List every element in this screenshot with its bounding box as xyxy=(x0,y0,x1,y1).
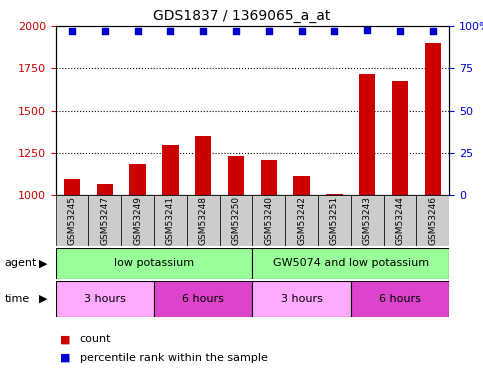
Text: GSM53242: GSM53242 xyxy=(297,196,306,245)
Text: ■: ■ xyxy=(60,353,71,363)
Point xyxy=(429,28,437,34)
Bar xyxy=(252,248,449,279)
Point xyxy=(363,27,371,33)
Point xyxy=(199,28,207,34)
Bar xyxy=(392,81,408,195)
Bar xyxy=(326,194,342,195)
Text: percentile rank within the sample: percentile rank within the sample xyxy=(80,353,268,363)
Text: GSM53245: GSM53245 xyxy=(68,196,76,245)
Bar xyxy=(252,195,285,246)
Text: 3 hours: 3 hours xyxy=(281,294,323,304)
Text: GSM53240: GSM53240 xyxy=(264,196,273,245)
Point xyxy=(134,28,142,34)
Point xyxy=(265,28,272,34)
Point xyxy=(101,28,109,34)
Bar xyxy=(154,195,187,246)
Text: ■: ■ xyxy=(60,334,71,344)
Bar xyxy=(425,43,441,195)
Text: GSM53251: GSM53251 xyxy=(330,196,339,245)
Point xyxy=(68,28,76,34)
Text: GSM53247: GSM53247 xyxy=(100,196,109,245)
Text: count: count xyxy=(80,334,111,344)
Bar xyxy=(351,195,384,246)
Point xyxy=(396,28,404,34)
Bar xyxy=(56,248,252,279)
Text: 3 hours: 3 hours xyxy=(84,294,126,304)
Text: low potassium: low potassium xyxy=(114,258,194,268)
Bar xyxy=(351,281,449,317)
Text: GSM53246: GSM53246 xyxy=(428,196,437,245)
Text: GSM53248: GSM53248 xyxy=(199,196,208,245)
Bar xyxy=(56,281,154,317)
Bar xyxy=(252,281,351,317)
Bar xyxy=(285,195,318,246)
Bar xyxy=(359,74,375,195)
Text: ▶: ▶ xyxy=(39,258,48,268)
Bar xyxy=(187,195,220,246)
Bar xyxy=(195,136,212,195)
Bar xyxy=(64,179,80,195)
Point xyxy=(167,28,174,34)
Point xyxy=(298,28,305,34)
Text: GSM53249: GSM53249 xyxy=(133,196,142,245)
Point xyxy=(330,28,338,34)
Text: ▶: ▶ xyxy=(39,294,48,304)
Bar xyxy=(162,145,179,195)
Text: GSM53250: GSM53250 xyxy=(231,196,241,245)
Bar xyxy=(260,160,277,195)
Text: GSM53243: GSM53243 xyxy=(363,196,372,245)
Text: 6 hours: 6 hours xyxy=(379,294,421,304)
Bar xyxy=(97,184,113,195)
Text: agent: agent xyxy=(5,258,37,268)
Bar xyxy=(318,195,351,246)
Bar xyxy=(154,281,252,317)
Bar xyxy=(121,195,154,246)
Bar xyxy=(293,177,310,195)
Bar xyxy=(384,195,416,246)
Point xyxy=(232,28,240,34)
Text: GSM53244: GSM53244 xyxy=(396,196,404,245)
Text: GW5074 and low potassium: GW5074 and low potassium xyxy=(273,258,429,268)
Text: GSM53241: GSM53241 xyxy=(166,196,175,245)
Bar xyxy=(220,195,252,246)
Text: 6 hours: 6 hours xyxy=(182,294,224,304)
Bar xyxy=(88,195,121,246)
Bar xyxy=(129,164,146,195)
Bar xyxy=(416,195,449,246)
Text: GDS1837 / 1369065_a_at: GDS1837 / 1369065_a_at xyxy=(153,9,330,23)
Bar xyxy=(228,156,244,195)
Text: time: time xyxy=(5,294,30,304)
Bar xyxy=(56,195,88,246)
